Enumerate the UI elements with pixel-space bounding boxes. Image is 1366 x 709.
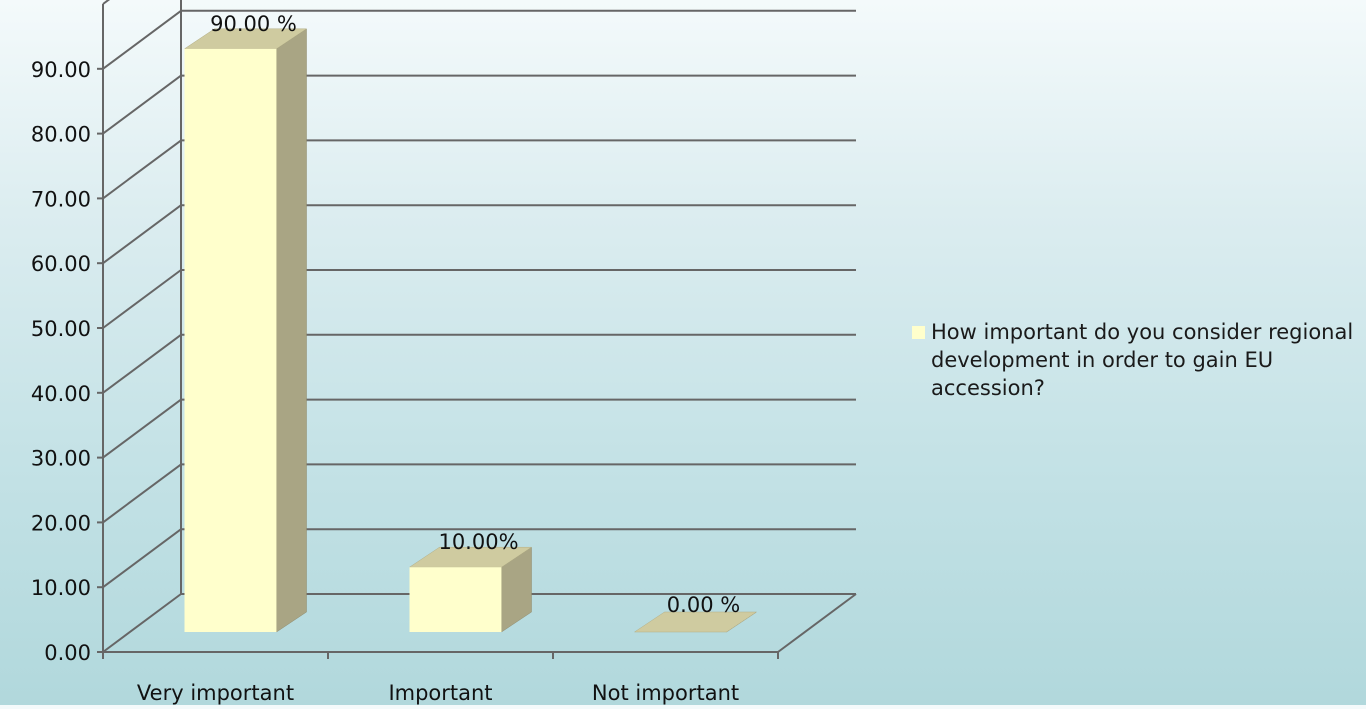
y-tick-label: 50.00 <box>31 317 91 341</box>
gridline-depth <box>102 204 182 265</box>
y-tick-label: 80.00 <box>31 123 91 147</box>
y-tick-label: 30.00 <box>31 447 91 471</box>
y-tick-label: 0.00 <box>44 641 91 665</box>
legend: How important do you consider regional d… <box>912 318 1362 402</box>
bar <box>184 48 277 633</box>
data-label: 10.00% <box>438 530 518 554</box>
y-tick-label: 10.00 <box>31 576 91 600</box>
data-label: 90.00 % <box>210 12 297 36</box>
gridline-depth <box>102 9 182 70</box>
x-tick-label: Not important <box>592 681 739 705</box>
y-tick-label: 40.00 <box>31 382 91 406</box>
y-tick-label: 70.00 <box>31 187 91 211</box>
x-tick-label: Very important <box>137 681 294 705</box>
data-label: 0.00 % <box>667 593 740 617</box>
gridline-depth <box>102 528 182 589</box>
gridline-depth <box>102 593 182 653</box>
y-tick-label: 20.00 <box>31 511 91 535</box>
gridline-depth <box>102 139 182 200</box>
bar-side <box>276 28 307 633</box>
bar <box>409 567 502 632</box>
legend-label: How important do you consider regional d… <box>931 320 1354 400</box>
floor-edge <box>777 593 857 653</box>
gridline-depth <box>102 333 182 394</box>
gridline-depth <box>102 398 182 459</box>
y-tick-label: 90.00 <box>31 58 91 82</box>
x-tick-label: Important <box>388 681 492 705</box>
y-tick-label: 60.00 <box>31 252 91 276</box>
legend-swatch <box>912 326 925 339</box>
gridline-depth <box>102 74 182 135</box>
gridline-depth <box>102 463 182 524</box>
gridline-depth <box>102 269 182 329</box>
bar-top <box>633 611 758 633</box>
gridline-depth <box>102 0 111 5</box>
